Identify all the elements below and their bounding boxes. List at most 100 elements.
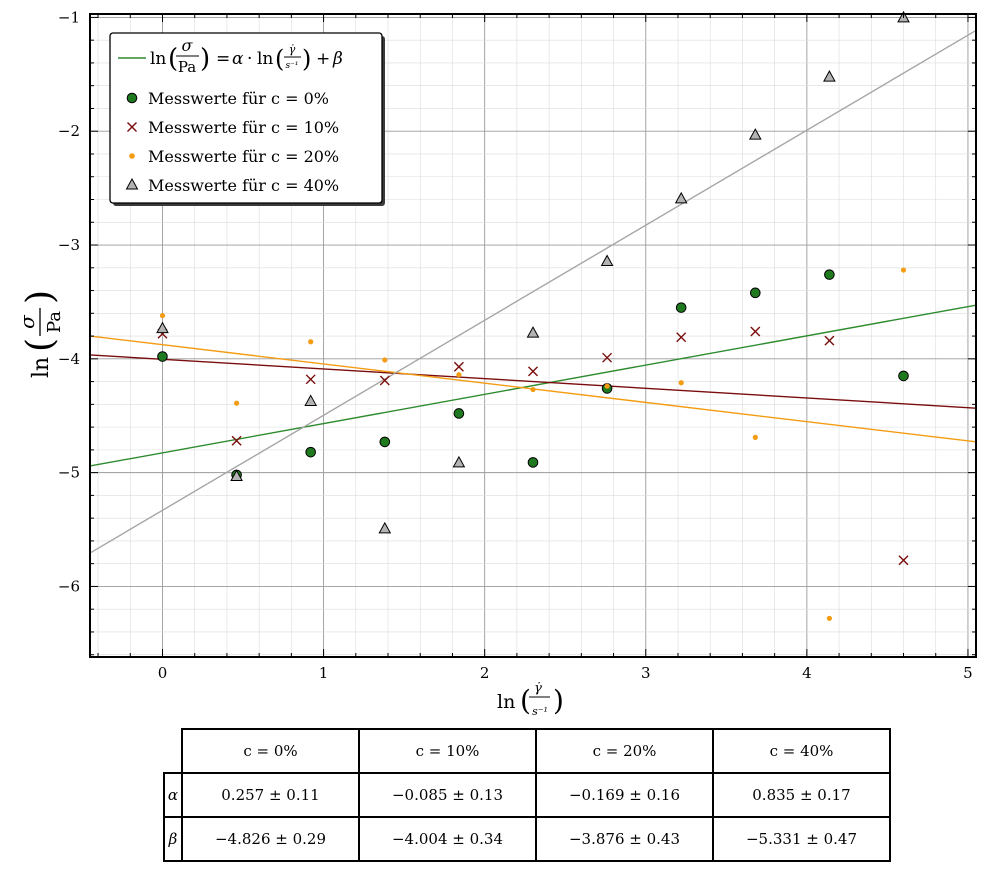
y-tick-label: −4 [58, 350, 80, 368]
data-point-c0 [453, 408, 465, 419]
data-point-c10 [305, 374, 316, 385]
data-point-c20 [233, 400, 240, 406]
y-tick-label: −3 [58, 236, 80, 254]
svg-text:Pa: Pa [178, 58, 196, 76]
data-point-c40 [156, 321, 169, 334]
data-point-c0 [305, 446, 316, 458]
svg-text:): ) [553, 684, 564, 717]
table-header-cell: c = 10% [358, 728, 537, 774]
data-point-c0 [898, 370, 909, 382]
tick-labels: 0 1 2 3 4 5 −1 −2 −3 −4 −5 −6 [58, 8, 973, 682]
data-point-c40 [748, 128, 762, 140]
legend: ln ( σ Pa ) = α · ln ( γ̇ s⁻¹ ) + β Mess… [109, 32, 385, 206]
x-tick-label: 1 [319, 664, 329, 682]
svg-text:s⁻¹: s⁻¹ [532, 705, 548, 718]
data-point-c20 [678, 380, 684, 386]
table-cell: −3.876 ± 0.43 [535, 816, 714, 862]
svg-text:ln: ln [29, 357, 54, 378]
table-header-cell: c = 40% [712, 728, 891, 774]
x-tick-label: 4 [802, 664, 812, 682]
table-header-row: c = 0% c = 10% c = 20% c = 40% [164, 728, 891, 774]
table-header-cell: c = 20% [535, 728, 714, 774]
data-point-c40 [452, 455, 466, 468]
svg-text:·: · [247, 49, 252, 69]
data-point-c0 [527, 457, 539, 468]
svg-text:(: ( [520, 684, 531, 717]
data-point-c40 [526, 326, 540, 338]
legend-label: Messwerte für c = 40% [148, 176, 339, 195]
svg-text:γ̇: γ̇ [534, 681, 542, 696]
data-point-c0 [675, 302, 687, 313]
legend-label: Messwerte für c = 10% [148, 118, 339, 137]
data-point-c10 [750, 326, 761, 337]
data-point-c10 [453, 361, 464, 372]
x-tick-label: 5 [963, 664, 973, 682]
svg-text:(: ( [168, 44, 178, 74]
table-cell: −0.085 ± 0.13 [358, 772, 537, 818]
y-tick-label: −2 [58, 122, 80, 140]
fit-parameter-table: c = 0% c = 10% c = 20% c = 40% α 0.257 ±… [163, 728, 891, 862]
data-point-c10 [898, 555, 909, 566]
table-cell: −4.004 ± 0.34 [358, 816, 537, 862]
table-cell: −5.331 ± 0.47 [712, 816, 891, 862]
legend-label: Messwerte für c = 20% [148, 147, 339, 166]
legend-entry-c20: Messwerte für c = 20% [129, 147, 339, 166]
svg-text:(: ( [275, 45, 284, 73]
plot-frame [89, 13, 977, 658]
fit-line [89, 29, 977, 554]
data-point-c40 [304, 394, 318, 406]
fit-line [89, 354, 977, 409]
y-tick-label: −6 [58, 577, 80, 595]
data-point-c20 [530, 386, 536, 393]
svg-text:): ) [302, 45, 311, 73]
svg-text:α: α [232, 49, 244, 69]
data-point-c20 [456, 372, 462, 378]
table-cell: 0.257 ± 0.11 [181, 772, 360, 818]
y-axis-label: ln ( σ Pa ) [15, 290, 65, 378]
svg-text:σ: σ [182, 36, 194, 55]
data-point-c0 [379, 436, 391, 448]
y-tick-label: −1 [58, 8, 80, 26]
axis-ticks [90, 14, 976, 657]
data-point-c20 [752, 434, 758, 440]
data-point-c10 [379, 375, 390, 386]
data-point-c0 [750, 287, 761, 299]
data-point-c0 [824, 269, 835, 280]
data-point-c10 [824, 335, 835, 346]
svg-text:Pa: Pa [44, 311, 65, 333]
data-point-c20 [826, 615, 833, 621]
svg-text:+: + [316, 49, 330, 69]
chart: 0 1 2 3 4 5 −1 −2 −3 −4 −5 −6 ln ( γ̇ s⁻¹ ) ln ( σ … [15, 8, 977, 718]
data-point-c10 [676, 332, 687, 343]
svg-text:σ: σ [15, 314, 39, 329]
x-tick-label: 3 [641, 664, 651, 682]
data-point-c10 [602, 352, 613, 363]
svg-text:β: β [332, 49, 343, 69]
legend-entry-c10: Messwerte für c = 10% [127, 118, 339, 137]
legend-entry-c40: Messwerte für c = 40% [125, 176, 339, 195]
x-axis-label: ln ( γ̇ s⁻¹ ) [497, 681, 564, 718]
table-cell: 0.835 ± 0.17 [712, 772, 891, 818]
legend-entry-c0: Messwerte für c = 0% [126, 89, 329, 108]
table-row: α 0.257 ± 0.11 −0.085 ± 0.13 −0.169 ± 0.… [163, 772, 891, 818]
data-point-c10 [528, 366, 538, 377]
data-point-c40 [674, 191, 688, 204]
table-row-label: β [163, 816, 183, 862]
data-point-c40 [378, 521, 392, 534]
data-point-c20 [382, 357, 388, 363]
table-corner [164, 729, 182, 773]
svg-text:ln: ln [497, 691, 515, 713]
legend-label: Messwerte für c = 0% [148, 89, 329, 108]
table-row-label: α [163, 772, 183, 818]
data-point-c0 [157, 351, 168, 362]
x-tick-label: 2 [480, 664, 490, 682]
data-point-c20 [159, 312, 166, 319]
table-header-cell: c = 0% [181, 728, 360, 774]
data-point-c40 [230, 469, 243, 482]
data-point-c20 [604, 383, 610, 389]
table-cell: −4.826 ± 0.29 [181, 816, 360, 862]
svg-text:(: ( [20, 338, 61, 352]
svg-text:ln: ln [150, 49, 166, 69]
legend-fit-entry: ln ( σ Pa ) = α · ln ( γ̇ s⁻¹ ) + β [118, 36, 343, 76]
svg-text:ln: ln [257, 49, 273, 69]
